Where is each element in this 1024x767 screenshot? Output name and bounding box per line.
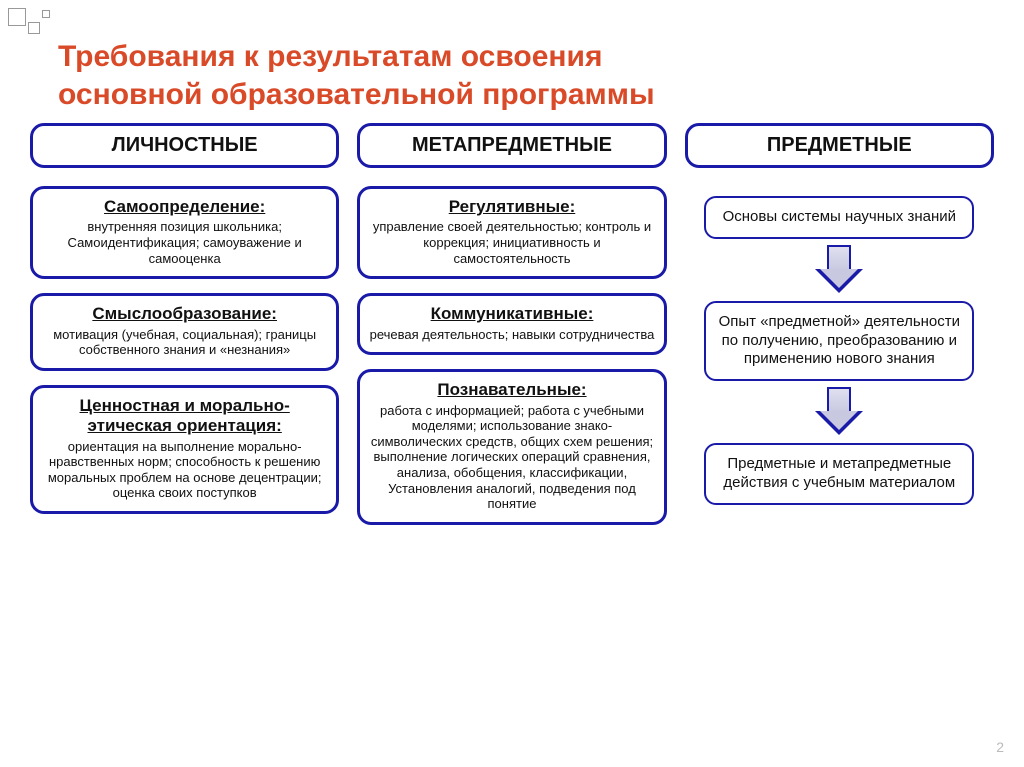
card-body: управление своей деятельностью; контроль… <box>368 219 655 266</box>
card-self-determination: Самоопределение: внутренняя позиция школ… <box>30 186 339 279</box>
column-subject: ПРЕДМЕТНЫЕ Основы системы научных знаний… <box>685 123 994 539</box>
page-title: Требования к результатам освоения основн… <box>0 0 1024 113</box>
card-title: Регулятивные: <box>368 197 655 217</box>
page-number: 2 <box>996 739 1004 755</box>
box-actions: Предметные и метапредметные действия с у… <box>704 443 974 505</box>
col1-header: ЛИЧНОСТНЫЕ <box>30 123 339 168</box>
col3-header: ПРЕДМЕТНЫЕ <box>685 123 994 168</box>
card-regulatory: Регулятивные: управление своей деятельно… <box>357 186 666 279</box>
card-title: Коммуникативные: <box>368 304 655 324</box>
arrow-down-icon <box>817 245 861 295</box>
card-body: работа с информацией; работа с учебными … <box>368 403 655 512</box>
card-communicative: Коммуникативные: речевая деятельность; н… <box>357 293 666 355</box>
card-body: мотивация (учебная, социальная); границы… <box>41 327 328 358</box>
title-line-2: основной образовательной программы <box>58 78 655 111</box>
card-title: Самоопределение: <box>41 197 328 217</box>
title-line-1: Требования к результатам освоения <box>58 40 602 73</box>
card-title: Ценностная и морально-этическая ориентац… <box>41 396 328 437</box>
columns-container: ЛИЧНОСТНЫЕ Самоопределение: внутренняя п… <box>0 113 1024 539</box>
card-body: внутренняя позиция школьника; Самоиденти… <box>41 219 328 266</box>
card-body: ориентация на выполнение морально-нравст… <box>41 439 328 501</box>
card-title: Смыслообразование: <box>41 304 328 324</box>
card-title: Познавательные: <box>368 380 655 400</box>
box-foundations: Основы системы научных знаний <box>704 196 974 239</box>
card-value-orientation: Ценностная и морально-этическая ориентац… <box>30 385 339 514</box>
column-metasubject: МЕТАПРЕДМЕТНЫЕ Регулятивные: управление … <box>357 123 666 539</box>
col2-header: МЕТАПРЕДМЕТНЫЕ <box>357 123 666 168</box>
box-experience: Опыт «предметной» деятельности по получе… <box>704 301 974 381</box>
card-cognitive: Познавательные: работа с информацией; ра… <box>357 369 666 525</box>
card-meaning-formation: Смыслообразование: мотивация (учебная, с… <box>30 293 339 371</box>
arrow-down-icon <box>817 387 861 437</box>
column-personal: ЛИЧНОСТНЫЕ Самоопределение: внутренняя п… <box>30 123 339 539</box>
card-body: речевая деятельность; навыки сотрудничес… <box>368 327 655 343</box>
